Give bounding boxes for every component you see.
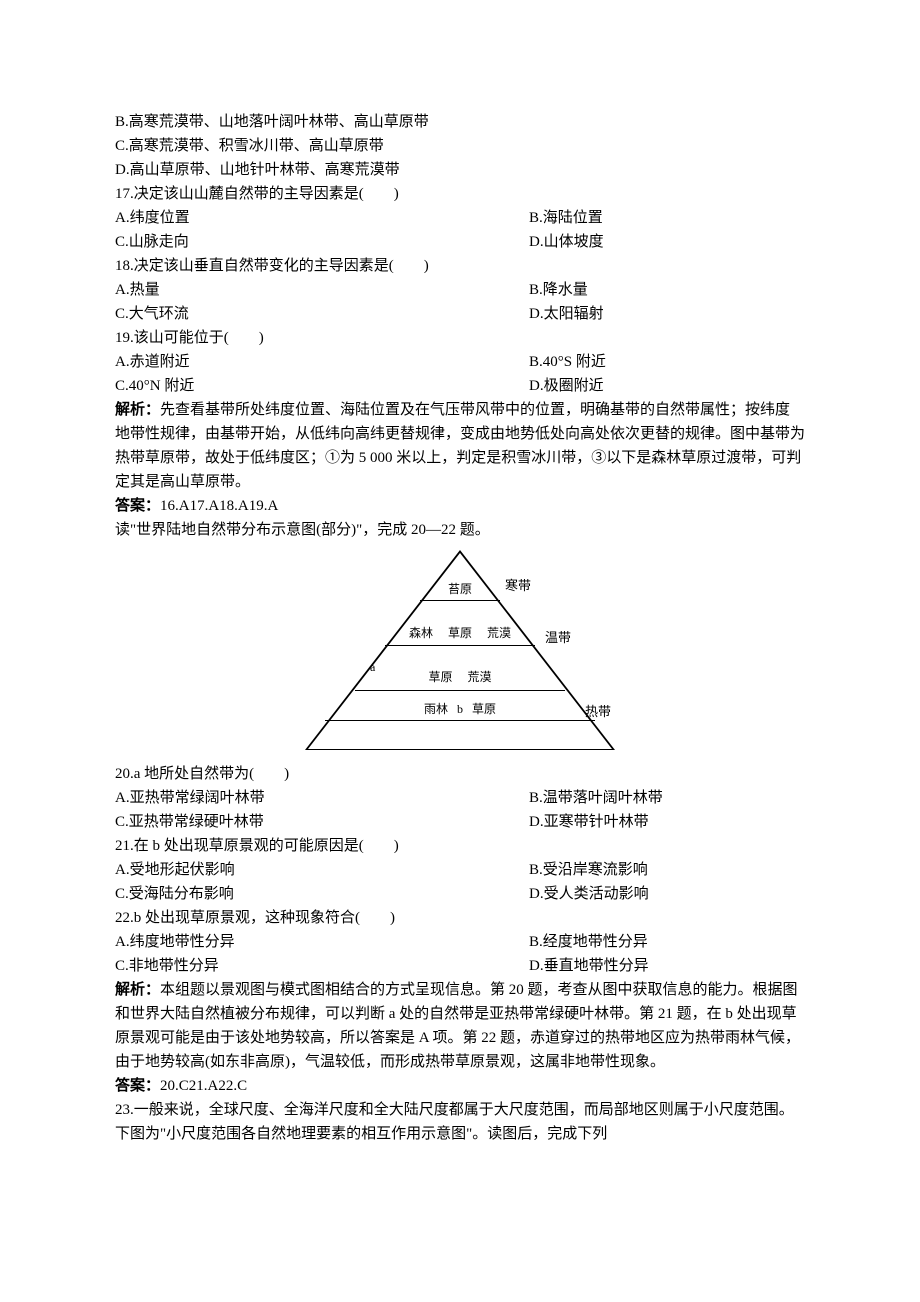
page: B.高寒荒漠带、山地落叶阔叶林带、高山草原带 C.高寒荒漠带、积雪冰川带、高山草… bbox=[0, 0, 920, 1302]
band2-forest: 森林 bbox=[409, 626, 433, 640]
q18-stem: 18.决定该山垂直自然带变化的主导因素是( ) bbox=[115, 254, 805, 278]
q22-c: C.非地带性分异 bbox=[115, 954, 495, 978]
q16-option-b: B.高寒荒漠带、山地落叶阔叶林带、高山草原带 bbox=[115, 110, 805, 134]
q21-a: A.受地形起伏影响 bbox=[115, 858, 495, 882]
band2-grass: 草原 bbox=[448, 626, 472, 640]
analysis-2: 解析：本组题以景观图与模式图相结合的方式呈现信息。第 20 题，考查从图中获取信… bbox=[115, 978, 805, 1074]
band4-rain: 雨林 bbox=[424, 702, 448, 716]
q22-a: A.纬度地带性分异 bbox=[115, 930, 495, 954]
intro-2: 读"世界陆地自然带分布示意图(部分)"，完成 20—22 题。 bbox=[115, 518, 805, 542]
q19-d: D.极圈附近 bbox=[529, 374, 805, 398]
q20-row-ab: A.亚热带常绿阔叶林带 B.温带落叶阔叶林带 bbox=[115, 786, 805, 810]
q20-d: D.亚寒带针叶林带 bbox=[529, 810, 805, 834]
band2-desert: 荒漠 bbox=[487, 626, 511, 640]
q19-c: C.40°N 附近 bbox=[115, 374, 495, 398]
q21-row-ab: A.受地形起伏影响 B.受沿岸寒流影响 bbox=[115, 858, 805, 882]
band-top: 苔原 bbox=[448, 582, 472, 596]
q23-stem: 23.一般来说，全球尺度、全海洋尺度和全大陆尺度都属于大尺度范围，而局部地区则属… bbox=[115, 1098, 805, 1146]
q17-c: C.山脉走向 bbox=[115, 230, 495, 254]
analysis-2-text: 本组题以景观图与模式图相结合的方式呈现信息。第 20 题，考查从图中获取信息的能… bbox=[115, 982, 800, 1070]
q21-stem: 21.在 b 处出现草原景观的可能原因是( ) bbox=[115, 834, 805, 858]
q18-c: C.大气环流 bbox=[115, 302, 495, 326]
q20-a: A.亚热带常绿阔叶林带 bbox=[115, 786, 495, 810]
q22-d: D.垂直地带性分异 bbox=[529, 954, 805, 978]
answer-2-label: 答案： bbox=[115, 1078, 160, 1094]
q18-b: B.降水量 bbox=[529, 278, 805, 302]
analysis-1-label: 解析： bbox=[115, 402, 160, 418]
pyramid-diagram: 苔原 寒带 森林 草原 荒漠 温带 a 草原 荒漠 雨林 b 草原 热带 bbox=[115, 550, 805, 758]
q18-d: D.太阳辐射 bbox=[529, 302, 805, 326]
answer-1: 答案：16.A17.A18.A19.A bbox=[115, 494, 805, 518]
q19-b: B.40°S 附近 bbox=[529, 350, 805, 374]
band4-grass: 草原 bbox=[472, 702, 496, 716]
answer-2: 答案：20.C21.A22.C bbox=[115, 1074, 805, 1098]
q17-stem: 17.决定该山山麓自然带的主导因素是( ) bbox=[115, 182, 805, 206]
q16-option-d: D.高山草原带、山地针叶林带、高寒荒漠带 bbox=[115, 158, 805, 182]
q22-row-cd: C.非地带性分异 D.垂直地带性分异 bbox=[115, 954, 805, 978]
q21-c: C.受海陆分布影响 bbox=[115, 882, 495, 906]
answer-2-text: 20.C21.A22.C bbox=[160, 1078, 247, 1094]
q20-row-cd: C.亚热带常绿硬叶林带 D.亚寒带针叶林带 bbox=[115, 810, 805, 834]
q16-option-c: C.高寒荒漠带、积雪冰川带、高山草原带 bbox=[115, 134, 805, 158]
q17-b: B.海陆位置 bbox=[529, 206, 805, 230]
q22-stem: 22.b 处出现草原景观，这种现象符合( ) bbox=[115, 906, 805, 930]
zone-cold: 寒带 bbox=[505, 576, 531, 597]
q17-d: D.山体坡度 bbox=[529, 230, 805, 254]
q18-a: A.热量 bbox=[115, 278, 495, 302]
q20-b: B.温带落叶阔叶林带 bbox=[529, 786, 805, 810]
q19-a: A.赤道附近 bbox=[115, 350, 495, 374]
analysis-1: 解析：先查看基带所处纬度位置、海陆位置及在气压带风带中的位置，明确基带的自然带属… bbox=[115, 398, 805, 494]
q21-b: B.受沿岸寒流影响 bbox=[529, 858, 805, 882]
q20-stem: 20.a 地所处自然带为( ) bbox=[115, 762, 805, 786]
q21-d: D.受人类活动影响 bbox=[529, 882, 805, 906]
q19-row-cd: C.40°N 附近 D.极圈附近 bbox=[115, 374, 805, 398]
zone-hot: 热带 bbox=[585, 702, 611, 723]
q20-c: C.亚热带常绿硬叶林带 bbox=[115, 810, 495, 834]
q17-a: A.纬度位置 bbox=[115, 206, 495, 230]
answer-1-text: 16.A17.A18.A19.A bbox=[160, 498, 278, 514]
band3-grass: 草原 bbox=[428, 670, 452, 684]
q22-row-ab: A.纬度地带性分异 B.经度地带性分异 bbox=[115, 930, 805, 954]
q18-row-cd: C.大气环流 D.太阳辐射 bbox=[115, 302, 805, 326]
q17-row-cd: C.山脉走向 D.山体坡度 bbox=[115, 230, 805, 254]
analysis-1-text: 先查看基带所处纬度位置、海陆位置及在气压带风带中的位置，明确基带的自然带属性；按… bbox=[115, 402, 805, 490]
answer-1-label: 答案： bbox=[115, 498, 160, 514]
q22-b: B.经度地带性分异 bbox=[529, 930, 805, 954]
q21-row-cd: C.受海陆分布影响 D.受人类活动影响 bbox=[115, 882, 805, 906]
q18-row-ab: A.热量 B.降水量 bbox=[115, 278, 805, 302]
zone-temp: 温带 bbox=[545, 628, 571, 649]
q19-row-ab: A.赤道附近 B.40°S 附近 bbox=[115, 350, 805, 374]
label-b: b bbox=[457, 702, 463, 716]
q17-row-ab: A.纬度位置 B.海陆位置 bbox=[115, 206, 805, 230]
band3-desert: 荒漠 bbox=[468, 670, 492, 684]
q19-stem: 19.该山可能位于( ) bbox=[115, 326, 805, 350]
analysis-2-label: 解析： bbox=[115, 982, 160, 998]
